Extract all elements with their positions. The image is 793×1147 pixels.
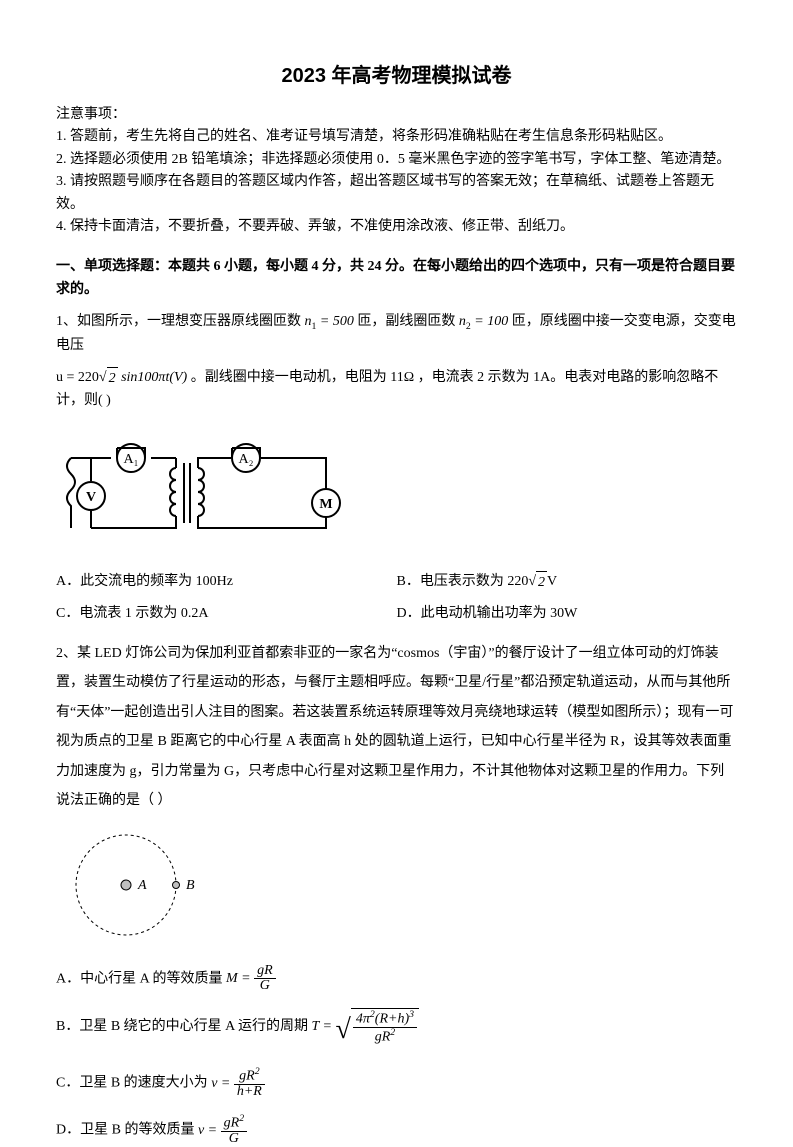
label-a1: A₁ xyxy=(124,452,139,467)
q1-stem: 1、如图所示，一理想变压器原线圈匝数 n1 = 500 匝，副线圈匝数 n2 =… xyxy=(56,311,737,357)
q1-circuit-diagram: A₁ A₂ V M xyxy=(56,423,737,561)
q2-opt-a: A．中心行星 A 的等效质量 M = gR G xyxy=(56,964,737,994)
label-satellite-b: B xyxy=(186,878,195,893)
q1-n1: n1 = 500 xyxy=(305,314,354,329)
q1-options-row1: A．此交流电的频率为 100Hz B．电压表示数为 220√2V xyxy=(56,571,737,594)
instruction-line: 3. 请按照题号顺序在各题目的答题区域内作答，超出答题区域书写的答案无效；在草稿… xyxy=(56,171,737,216)
q1-opt-d: D．此电动机输出功率为 30W xyxy=(397,603,738,625)
label-planet-a: A xyxy=(137,878,147,893)
q2-stem: 2、某 LED 灯饰公司为保加利亚首都索非亚的一家名为“cosmos（宇宙）”的… xyxy=(56,639,737,815)
q1-text: 1、如图所示，一理想变压器原线圈匝数 xyxy=(56,314,305,329)
exam-title: 2023 年高考物理模拟试卷 xyxy=(56,60,737,92)
label-m: M xyxy=(319,497,332,512)
label-a2: A₂ xyxy=(239,452,254,467)
section-header: 一、单项选择题：本题共 6 小题，每小题 4 分，共 24 分。在每小题给出的四… xyxy=(56,256,737,301)
instructions-header: 注意事项： xyxy=(56,104,737,126)
q2-orbit-diagram: A B xyxy=(56,825,737,953)
q1-n2: n2 = 100 xyxy=(459,314,508,329)
q1-text: 匝，副线圈匝数 xyxy=(357,314,459,329)
q1-opt-c: C．电流表 1 示数为 0.2A xyxy=(56,603,397,625)
q1-stem-2: u = 220√2 sin100πt(V) 。副线圈中接一电动机，电阻为 11Ω… xyxy=(56,367,737,413)
label-v: V xyxy=(86,490,96,505)
q1-opt-a: A．此交流电的频率为 100Hz xyxy=(56,571,397,594)
instruction-line: 1. 答题前，考生先将自己的姓名、准考证号填写清楚，将条形码准确粘贴在考生信息条… xyxy=(56,126,737,148)
q1-opt-b: B．电压表示数为 220√2V xyxy=(397,571,738,594)
instruction-line: 4. 保持卡面清洁，不要折叠，不要弄破、弄皱，不准使用涂改液、修正带、刮纸刀。 xyxy=(56,216,737,238)
q1-u-expr: u = 220√2 sin100πt(V) xyxy=(56,370,191,385)
q1-options-row2: C．电流表 1 示数为 0.2A D．此电动机输出功率为 30W xyxy=(56,603,737,625)
page: 2023 年高考物理模拟试卷 注意事项： 1. 答题前，考生先将自己的姓名、准考… xyxy=(0,0,793,1122)
q2-opt-d: D．卫星 B 的等效质量 v = gR2 G xyxy=(56,1114,737,1147)
q2-opt-c: C．卫星 B 的速度大小为 v = gR2 h+R xyxy=(56,1067,737,1100)
instruction-line: 2. 选择题必须使用 2B 铅笔填涂；非选择题必须使用 0．5 毫米黑色字迹的签… xyxy=(56,149,737,171)
q2-opt-b: B．卫星 B 绕它的中心行星 A 运行的周期 T = √ 4π2(R+h)3 g… xyxy=(56,1008,737,1053)
